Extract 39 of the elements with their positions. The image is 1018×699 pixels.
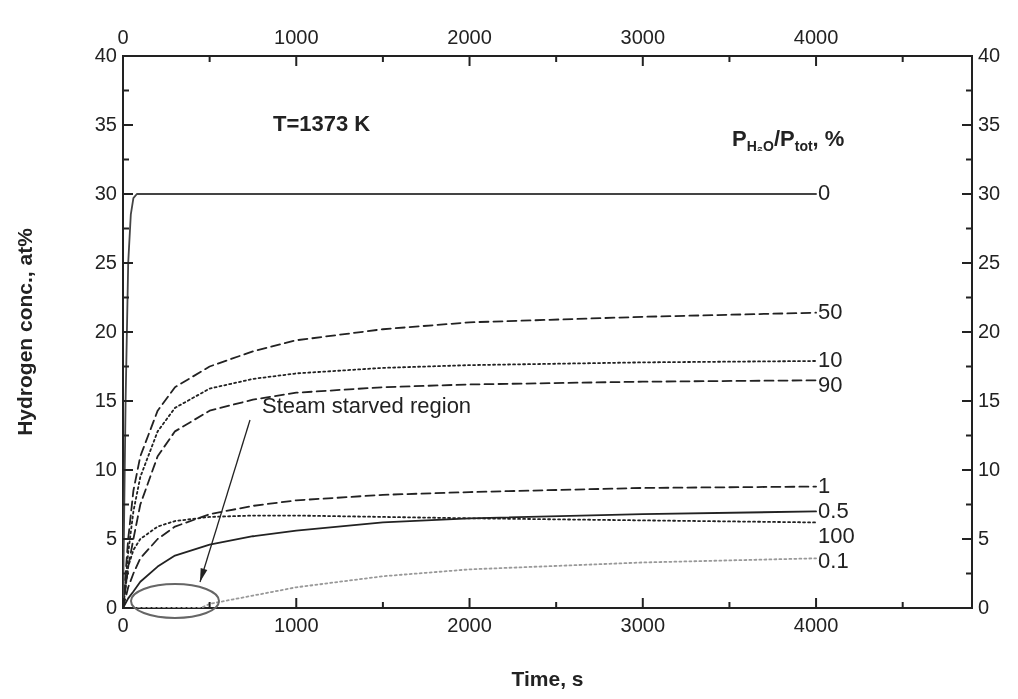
y-tick-label: 40 (94, 43, 117, 66)
y2-tick-label: 25 (978, 250, 1001, 273)
series-label: 90 (818, 372, 843, 398)
legend-title: P$_{H₂O}$/P$_{tot}$, % (732, 126, 845, 155)
x2-tick-label: 3000 (620, 25, 666, 48)
y2-tick-label: 35 (978, 112, 1001, 135)
y-tick-label: 10 (94, 457, 117, 480)
series-label: 10 (818, 347, 843, 373)
x-tick-label: 1000 (274, 613, 319, 636)
x2-tick-label: 2000 (447, 25, 492, 48)
y2-tick-label: 15 (978, 388, 1001, 411)
y-tick-label: 25 (94, 250, 117, 273)
series-label: 1 (818, 472, 831, 498)
y2-tick-label: 30 (978, 181, 1001, 204)
y2-tick-label: 0 (978, 595, 990, 618)
annotation: T=1373 K (273, 111, 371, 137)
series-label: 50 (818, 298, 843, 324)
series-label: 0.1 (818, 547, 849, 573)
y2-tick-label: 10 (978, 457, 1001, 480)
y-axis-title: Hydrogen conc., at% (13, 227, 37, 436)
y-tick-label: 35 (94, 112, 117, 135)
series-label: 0 (818, 180, 831, 206)
y-tick-label: 0 (105, 595, 117, 618)
y2-tick-label: 5 (978, 526, 990, 549)
y-tick-label: 20 (94, 319, 117, 342)
y-tick-label: 5 (105, 526, 117, 549)
x-tick-label: 4000 (793, 613, 839, 636)
annotation: Steam starved region (262, 393, 472, 419)
y-tick-label: 30 (94, 181, 117, 204)
series-label: 0.5 (818, 497, 849, 523)
series-label: 100 (818, 522, 855, 548)
x2-tick-label: 1000 (274, 25, 319, 48)
x-tick-label: 3000 (620, 613, 666, 636)
x2-tick-label: 4000 (793, 25, 839, 48)
y2-tick-label: 20 (978, 319, 1001, 342)
x-tick-label: 2000 (447, 613, 492, 636)
y2-tick-label: 40 (978, 43, 1001, 66)
y-tick-label: 15 (94, 388, 117, 411)
x-axis-title: Time, s (511, 667, 584, 691)
